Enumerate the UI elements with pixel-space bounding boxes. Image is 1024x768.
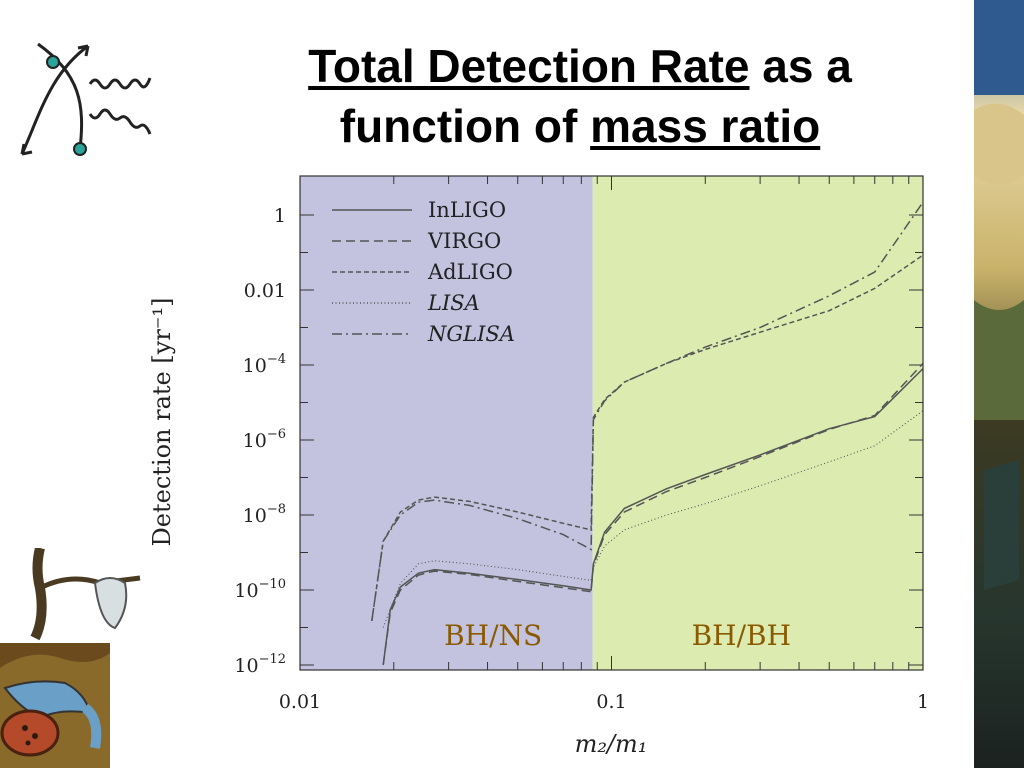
- region-layer: BH/NS BH/BH: [300, 176, 923, 670]
- ticks-layer: 0.01 0.1 1 1 0.01 10−4 10−6 10−8 10−10 10−12: [234, 176, 929, 713]
- slide-title: Total Detection Rate as a function of ma…: [200, 36, 960, 156]
- legend-label: AdLIGO: [427, 260, 513, 284]
- region-bh-ns: [300, 176, 593, 670]
- series-lisa: [382, 410, 924, 628]
- series-layer: [371, 201, 924, 666]
- legend-label: LISA: [427, 291, 480, 315]
- series-nglisa: [371, 201, 924, 622]
- region-bh-bh: [592, 176, 923, 670]
- region-label: BH/NS: [444, 619, 542, 652]
- y-tick-label: 10−4: [243, 352, 286, 377]
- plot-frame: [299, 175, 924, 671]
- x-tick-label: 1: [917, 691, 929, 713]
- series-adligo: [371, 254, 924, 622]
- legend-label: InLIGO: [428, 198, 506, 222]
- y-tick-label: 10−12: [234, 652, 286, 677]
- y-tick-label: 0.01: [244, 280, 286, 302]
- series-virgo: [382, 362, 924, 666]
- series-inligo: [382, 368, 924, 666]
- x-tick-label: 0.01: [279, 691, 321, 713]
- title-part-2: as a: [749, 40, 852, 92]
- melting-clock-painting: [0, 548, 141, 768]
- region-label: BH/BH: [692, 619, 791, 652]
- y-tick-label: 1: [274, 205, 286, 227]
- y-tick-label: 10−6: [243, 427, 286, 452]
- x-tick-label: 0.1: [596, 691, 626, 713]
- surreal-painting-strip: [974, 0, 1024, 768]
- y-tick-label: 10−8: [243, 502, 286, 527]
- title-part-3: function of: [339, 100, 591, 152]
- y-axis-label: Detection rate [yr⁻¹]: [148, 298, 176, 547]
- legend: InLIGO VIRGO AdLIGO LISA NGLISA: [332, 198, 515, 346]
- feynman-diagram-icon: [20, 42, 152, 156]
- legend-label: VIRGO: [427, 229, 501, 253]
- title-part-4: mass ratio: [590, 100, 821, 152]
- x-axis-label: m₂/m₁: [575, 730, 648, 758]
- legend-label: NGLISA: [427, 322, 515, 346]
- y-tick-label: 10−10: [234, 577, 286, 602]
- title-part-1: Total Detection Rate: [308, 40, 750, 92]
